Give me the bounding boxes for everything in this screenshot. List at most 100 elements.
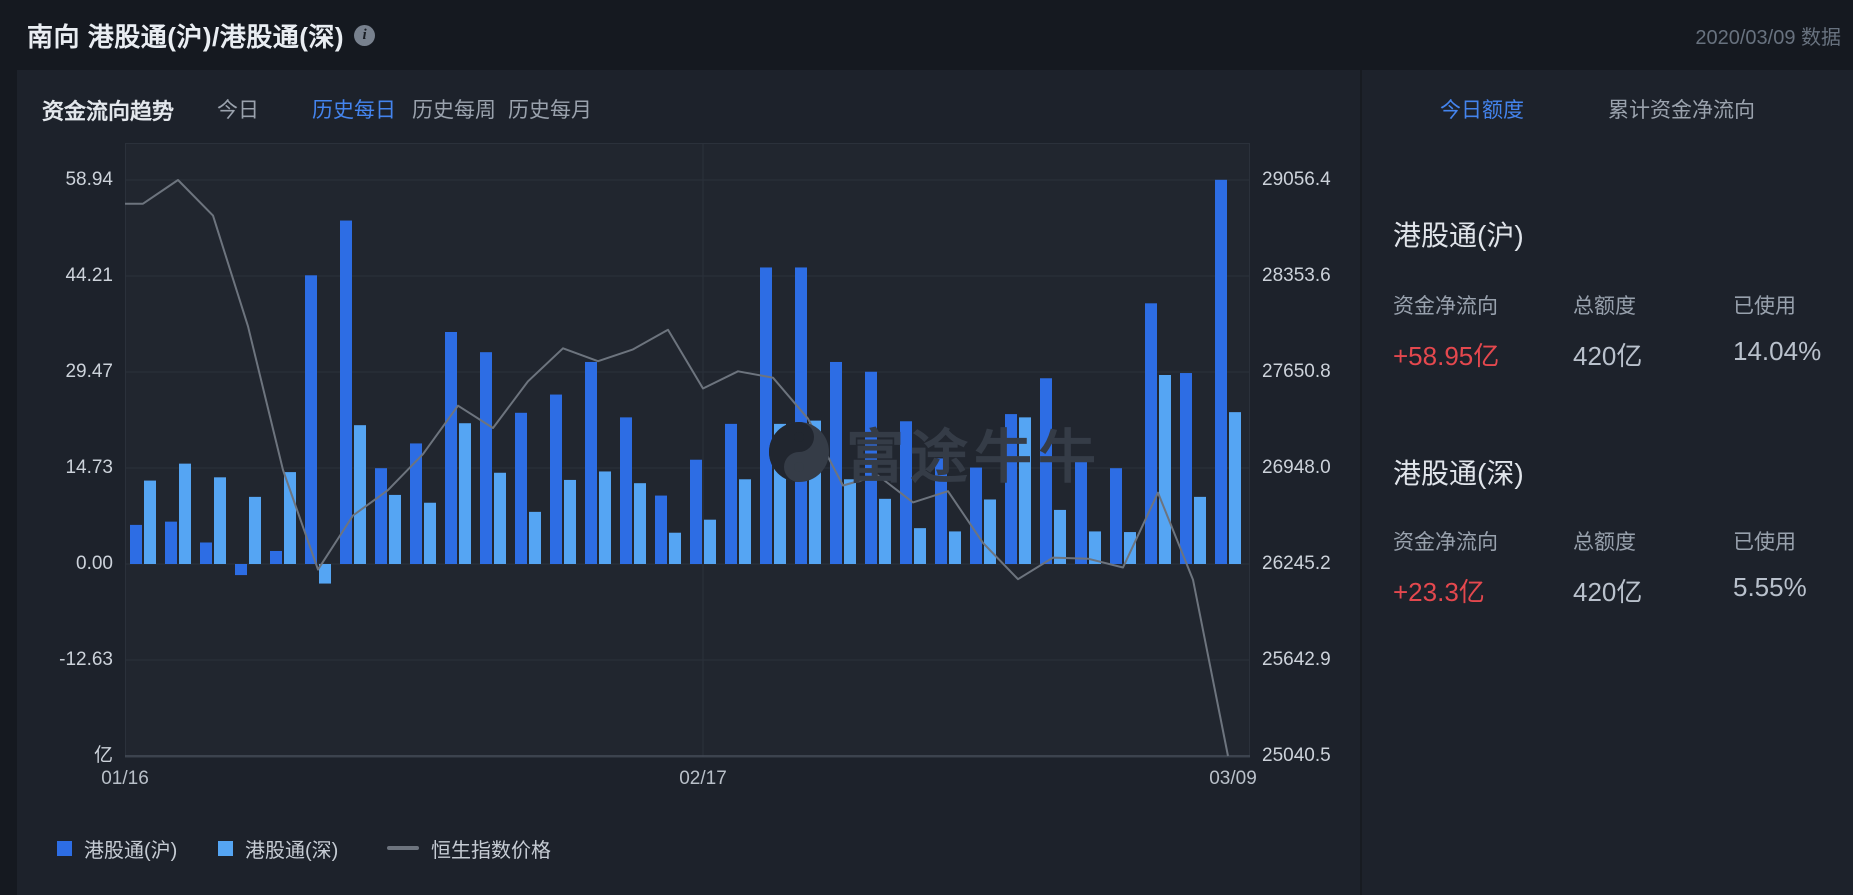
legend-item-hgt-sh[interactable]: 港股通(沪): [57, 836, 177, 862]
y-axis-tick-right: 25642.9: [1262, 649, 1331, 670]
bar-hgt-sh[interactable]: [760, 267, 772, 564]
bar-hgt-sz[interactable]: [774, 423, 786, 564]
bar-hgt-sh[interactable]: [830, 361, 842, 564]
bar-hgt-sz[interactable]: [494, 472, 506, 564]
plot-border: [125, 143, 1250, 758]
tab-today[interactable]: 今日: [217, 99, 259, 122]
stat-sz-total-quota-value: 420亿: [1573, 577, 1643, 607]
y-axis-tick-right: 29056.4: [1262, 169, 1331, 190]
panel-divider: [1360, 70, 1362, 895]
stat-sh-total-quota-value: 420亿: [1573, 341, 1643, 371]
y-axis-tick-left: -12.63: [59, 649, 113, 670]
y-axis-tick-right: 26948.0: [1262, 457, 1331, 478]
bar-hgt-sh[interactable]: [200, 542, 212, 564]
bar-hgt-sh[interactable]: [1040, 378, 1052, 564]
tab-history-monthly[interactable]: 历史每月: [508, 99, 592, 122]
y-axis-tick-left: 58.94: [65, 169, 113, 190]
bar-hgt-sz[interactable]: [1229, 412, 1241, 564]
bar-hgt-sz[interactable]: [669, 532, 681, 564]
stat-sz-total-quota: 总额度 420亿: [1573, 531, 1643, 607]
stat-sh-used-value: 14.04%: [1733, 336, 1822, 366]
hsi-price-line[interactable]: [125, 179, 1229, 757]
bar-hgt-sh[interactable]: [655, 495, 667, 564]
bar-hgt-sz[interactable]: [389, 494, 401, 564]
stat-sz-net-flow-value: +23.3亿: [1393, 577, 1485, 607]
stat-sz-used-value: 5.55%: [1733, 572, 1807, 602]
stat-sz-used: 已使用 5.55%: [1733, 531, 1807, 602]
bar-hgt-sh[interactable]: [515, 412, 527, 564]
bar-hgt-sz[interactable]: [354, 425, 366, 564]
tab-history-weekly[interactable]: 历史每周: [412, 99, 496, 122]
bar-hgt-sz[interactable]: [599, 471, 611, 564]
bar-hgt-sh[interactable]: [585, 361, 597, 564]
y-axis-tick-left: 44.21: [65, 265, 113, 286]
x-axis-tick-0309: 03/09: [1209, 768, 1257, 789]
bar-hgt-sz[interactable]: [249, 496, 261, 564]
legend-swatch-hsi-line: [387, 846, 419, 850]
tab-cumulative-net-flow[interactable]: 累计资金净流向: [1608, 99, 1755, 122]
y-axis-tick-left: 0.00: [76, 553, 113, 574]
bar-hgt-sz[interactable]: [284, 472, 296, 564]
bar-hgt-sz[interactable]: [844, 479, 856, 564]
bar-hgt-sh[interactable]: [340, 220, 352, 564]
bar-hgt-sh[interactable]: [550, 394, 562, 564]
bar-hgt-sz[interactable]: [1054, 509, 1066, 564]
bar-hgt-sh[interactable]: [1005, 414, 1017, 564]
bar-hgt-sz[interactable]: [564, 479, 576, 564]
x-axis-tick-0217: 02/17: [679, 768, 727, 789]
bar-hgt-sh[interactable]: [1075, 459, 1087, 564]
quota-section-title-sh: 港股通(沪): [1393, 220, 1524, 251]
bar-hgt-sh[interactable]: [305, 275, 317, 564]
bar-hgt-sz[interactable]: [1019, 417, 1031, 564]
bar-hgt-sz[interactable]: [634, 483, 646, 564]
bar-hgt-sz[interactable]: [214, 477, 226, 564]
bar-hgt-sz[interactable]: [1194, 496, 1206, 564]
bar-hgt-sz[interactable]: [739, 479, 751, 564]
bar-hgt-sh[interactable]: [130, 524, 142, 564]
fund-flow-chart-plot[interactable]: [125, 143, 1250, 758]
bar-hgt-sh[interactable]: [690, 459, 702, 564]
bar-hgt-sh[interactable]: [480, 352, 492, 564]
plot-background: [125, 143, 1250, 758]
legend-item-hsi-price[interactable]: 恒生指数价格: [387, 836, 551, 862]
bar-hgt-sz[interactable]: [529, 511, 541, 564]
stat-sh-net-flow-value: +58.95亿: [1393, 341, 1500, 371]
bar-hgt-sh[interactable]: [935, 458, 947, 564]
legend-item-hgt-sz[interactable]: 港股通(深): [218, 836, 338, 862]
bar-hgt-sz[interactable]: [319, 564, 331, 584]
bar-hgt-sz[interactable]: [704, 519, 716, 564]
bar-hgt-sz[interactable]: [1089, 531, 1101, 564]
bar-hgt-sh[interactable]: [795, 267, 807, 564]
bar-hgt-sh[interactable]: [865, 371, 877, 564]
info-icon[interactable]: i: [354, 24, 376, 46]
bar-hgt-sz[interactable]: [914, 528, 926, 564]
bar-hgt-sz[interactable]: [179, 463, 191, 564]
stat-sz-net-flow: 资金净流向 +23.3亿: [1393, 531, 1498, 607]
data-date-label: 2020/03/09 数据: [1695, 26, 1841, 49]
bar-hgt-sh[interactable]: [620, 417, 632, 564]
bar-hgt-sz[interactable]: [424, 502, 436, 564]
bar-hgt-sh[interactable]: [375, 468, 387, 564]
tab-history-daily[interactable]: 历史每日: [312, 99, 396, 122]
bar-hgt-sh[interactable]: [1110, 468, 1122, 564]
y-axis-tick-right: 25040.5: [1262, 745, 1331, 766]
bar-hgt-sh[interactable]: [410, 443, 422, 564]
bar-hgt-sz[interactable]: [1159, 374, 1171, 564]
bar-hgt-sz[interactable]: [879, 498, 891, 564]
bar-hgt-sz[interactable]: [144, 480, 156, 564]
bar-hgt-sh[interactable]: [900, 421, 912, 564]
bar-hgt-sh[interactable]: [235, 564, 247, 576]
bar-hgt-sh[interactable]: [445, 331, 457, 564]
bar-hgt-sh[interactable]: [270, 550, 282, 564]
bar-hgt-sh[interactable]: [970, 467, 982, 564]
quota-section-title-sz: 港股通(深): [1393, 458, 1524, 489]
bar-hgt-sh[interactable]: [1180, 373, 1192, 564]
bar-hgt-sh[interactable]: [1145, 303, 1157, 564]
bar-hgt-sz[interactable]: [949, 531, 961, 564]
bar-hgt-sz[interactable]: [1124, 532, 1136, 564]
bar-hgt-sh[interactable]: [165, 521, 177, 564]
bar-hgt-sh[interactable]: [1215, 179, 1227, 564]
tab-today-quota[interactable]: 今日额度: [1440, 99, 1524, 122]
bar-hgt-sh[interactable]: [725, 423, 737, 564]
bar-hgt-sz[interactable]: [459, 423, 471, 564]
